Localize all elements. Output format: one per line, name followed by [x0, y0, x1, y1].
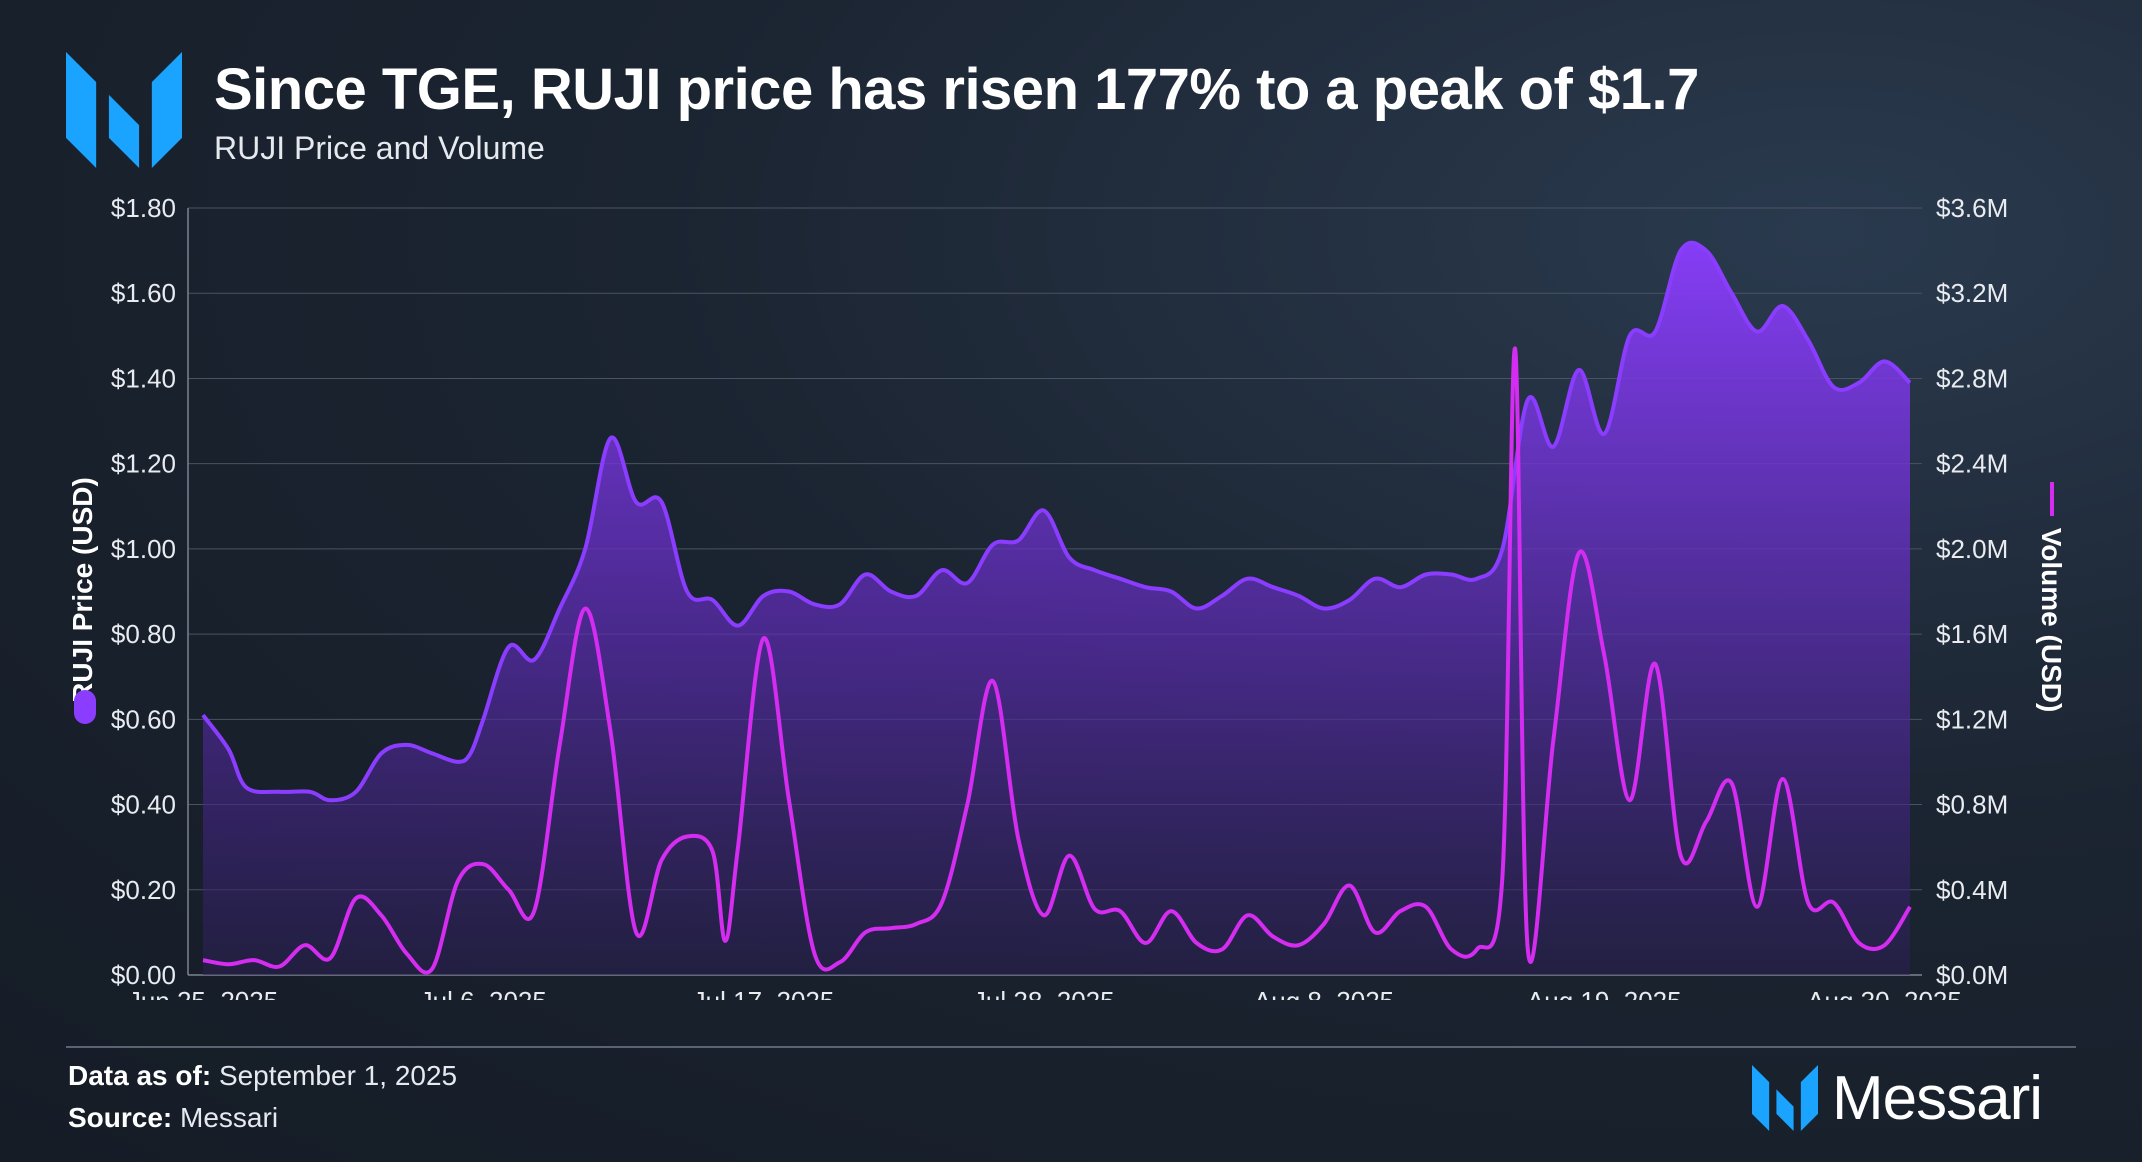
price-line-series — [201, 240, 1912, 803]
price-area-series — [203, 242, 1910, 976]
left-tick-label: $0.20 — [111, 875, 176, 905]
left-tick-label: $1.40 — [111, 363, 176, 393]
left-tick-label: $0.00 — [111, 960, 176, 990]
left-axis-label: RUJI Price (USD) — [67, 477, 98, 703]
right-axis-title: Volume (USD) — [2036, 528, 2067, 713]
messari-brand: Messari — [1752, 1062, 2043, 1134]
right-tick-label: $0.0M — [1936, 960, 2008, 990]
x-tick-label: Aug 19, 2025 — [1527, 986, 1682, 1000]
price-volume-chart: $0.00 $0.20 $0.40 $0.60 $0.80 $1.00 $1.20 $1.40… — [67, 193, 2067, 1000]
chart-subtitle: RUJI Price and Volume — [214, 130, 545, 166]
left-tick-label: $1.20 — [111, 449, 176, 479]
x-axis-ticks: Jun 25, 2025 Jul 6, 2025 Jul 17, 2025 Jul 2… — [128, 986, 1962, 1000]
price-legend-marker — [74, 690, 96, 724]
right-tick-label: $3.2M — [1936, 278, 2008, 308]
right-tick-label: $3.6M — [1936, 193, 2008, 223]
source: Source: Messari — [68, 1102, 279, 1133]
left-tick-label: $1.80 — [111, 193, 176, 223]
left-tick-label: $1.60 — [111, 278, 176, 308]
messari-brand-icon — [1752, 1065, 1818, 1131]
footer-divider — [66, 1046, 2076, 1048]
left-tick-label: $0.40 — [111, 790, 176, 820]
x-tick-label: Jul 28, 2025 — [973, 986, 1115, 1000]
data-as-of: Data as of: September 1, 2025 — [68, 1060, 458, 1091]
x-tick-label: Jul 17, 2025 — [693, 986, 835, 1000]
right-tick-label: $0.4M — [1936, 875, 2008, 905]
left-axis-title: RUJI Price (USD) — [67, 477, 98, 703]
right-tick-label: $2.4M — [1936, 449, 2008, 479]
right-tick-label: $2.0M — [1936, 534, 2008, 564]
right-tick-label: $1.2M — [1936, 704, 2008, 734]
right-tick-label: $1.6M — [1936, 619, 2008, 649]
messari-wordmark: Messari — [1832, 1063, 2043, 1133]
right-tick-label: $2.8M — [1936, 363, 2008, 393]
x-tick-label: Jul 6, 2025 — [420, 986, 547, 1000]
x-tick-label: Aug 30, 2025 — [1807, 986, 1962, 1000]
chart-title: Since TGE, RUJI price has risen 177% to … — [214, 57, 1699, 122]
left-axis-ticks: $0.00 $0.20 $0.40 $0.60 $0.80 $1.00 $1.20 $1.40… — [111, 193, 176, 990]
x-tick-label: Aug 8, 2025 — [1254, 986, 1394, 1000]
x-tick-label: Jun 25, 2025 — [128, 986, 278, 1000]
messari-logo-icon — [66, 52, 182, 168]
right-tick-label: $0.8M — [1936, 790, 2008, 820]
right-axis-label: Volume (USD) — [2036, 528, 2067, 713]
right-axis-ticks: $0.0M $0.4M $0.8M $1.2M $1.6M $2.0M $2.4M $2.8M… — [1936, 193, 2008, 990]
left-tick-label: $1.00 — [111, 534, 176, 564]
volume-line-series — [202, 346, 1912, 975]
volume-legend-marker — [2050, 482, 2054, 516]
left-tick-label: $0.80 — [111, 619, 176, 649]
left-tick-label: $0.60 — [111, 704, 176, 734]
